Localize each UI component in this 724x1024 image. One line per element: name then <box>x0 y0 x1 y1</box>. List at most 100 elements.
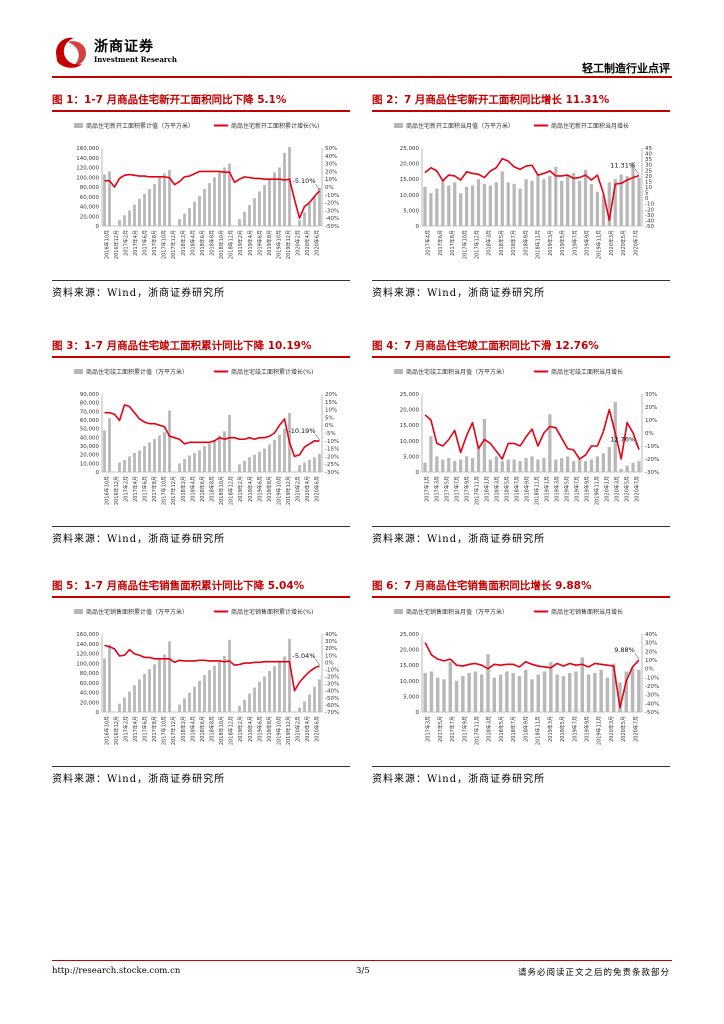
annotation-label: -10.19% <box>288 427 315 435</box>
right-tick-label: 0% <box>645 431 654 437</box>
bar <box>283 428 286 472</box>
x-tick-label: 2018年7月 <box>514 476 521 502</box>
logo-icon <box>56 37 86 68</box>
bar <box>188 455 191 472</box>
x-tick-label: 2017年12月 <box>474 230 481 259</box>
bar <box>153 184 156 226</box>
bar <box>512 459 516 472</box>
left-tick-label: 0 <box>416 710 420 716</box>
x-tick-label: 2016年12月 <box>113 476 120 505</box>
right-tick-label: -40% <box>325 689 339 695</box>
bar <box>183 213 186 226</box>
bar <box>482 418 487 472</box>
bar <box>238 219 241 226</box>
x-tick-label: 2020年4月 <box>304 230 311 256</box>
bar <box>283 152 286 226</box>
bar <box>607 182 611 226</box>
right-tick-label: 10% <box>645 658 657 664</box>
x-tick-label: 2017年1月 <box>424 476 431 502</box>
figure-source: 资料来源：Wind，浙商证券研究所 <box>52 288 226 299</box>
right-tick-label: -20% <box>325 454 339 460</box>
x-tick-label: 2018年7月 <box>510 716 517 742</box>
figure-title: 图 6：7 月商品住宅销售面积同比增长 9.88% <box>372 580 592 592</box>
bar <box>123 215 126 226</box>
left-tick-label: 15,000 <box>400 177 420 183</box>
bar <box>518 461 522 472</box>
x-tick-label: 2018年9月 <box>522 716 529 742</box>
bar-series <box>423 162 641 226</box>
right-tick-label: 0% <box>325 660 334 666</box>
bar <box>118 220 121 226</box>
bar <box>238 464 241 472</box>
bar <box>128 456 131 472</box>
bar <box>153 664 156 712</box>
right-tick-label: 10 <box>645 185 652 191</box>
bar <box>511 673 515 712</box>
bar <box>506 182 510 226</box>
right-tick-label: 20% <box>645 649 657 655</box>
left-tick-label: 15,000 <box>400 423 420 429</box>
x-tick-label: 2019年9月 <box>584 476 591 502</box>
figure-title-rule <box>372 356 670 358</box>
bar <box>283 656 286 712</box>
annotation-label: 9.88% <box>614 646 635 654</box>
bar <box>625 465 629 472</box>
bar <box>143 673 146 712</box>
x-tick-label: 2020年2月 <box>295 230 302 256</box>
chart-legend: 商品住宅新开工面积累计值（万平方米） 商品住宅新开工面积累计增长(%) <box>74 122 319 130</box>
right-tick-label: 0% <box>325 185 334 191</box>
bar <box>303 701 306 712</box>
bar <box>138 679 141 712</box>
right-tick-label: -30% <box>325 682 339 688</box>
right-tick-label: -10% <box>645 444 659 450</box>
left-tick-label: 60,000 <box>80 418 100 424</box>
left-tick-label: 10,000 <box>400 193 420 199</box>
figure-source: 资料来源：Wind，浙商证券研究所 <box>52 774 226 785</box>
x-tick-label: 2019年11月 <box>596 716 603 745</box>
right-tick-label: -30% <box>645 693 659 699</box>
x-tick-label: 2019年5月 <box>559 716 566 742</box>
x-tick-label: 2019年9月 <box>584 716 591 742</box>
annotation-leader <box>315 183 320 191</box>
bar <box>118 462 121 472</box>
chart-legend: 商品住宅销售面积当月值（万平方米） 商品住宅销售面积当月增长 <box>394 608 623 616</box>
bar <box>624 671 629 712</box>
figure-title-rule <box>372 110 670 112</box>
x-tick-label: 2019年5月 <box>559 230 566 256</box>
x-tick-label: 2017年5月 <box>444 476 451 502</box>
bar <box>298 465 301 472</box>
bar <box>542 457 546 472</box>
left-tick-label: 20,000 <box>80 453 100 459</box>
x-tick-label: 2018年4月 <box>189 230 196 256</box>
right-tick-label: -20% <box>325 675 339 681</box>
right-tick-label: 30% <box>645 392 657 398</box>
bar <box>492 677 497 712</box>
bar <box>263 448 266 472</box>
legend-bar-label: 商品住宅新开工面积当月值（万平方米） <box>406 122 514 130</box>
bar <box>203 188 206 226</box>
legend-line-label: 商品住宅竣工面积累计增长(%) <box>231 368 313 376</box>
bar <box>470 457 475 472</box>
left-tick-label: 100,000 <box>76 661 99 667</box>
bar <box>313 195 316 226</box>
bar <box>530 679 534 712</box>
bar <box>601 453 605 472</box>
bar <box>138 450 141 472</box>
x-tick-label: 2019年2月 <box>237 716 244 742</box>
x-tick-label: 2016年10月 <box>103 716 110 745</box>
right-tick-label: -10% <box>325 439 339 445</box>
bar <box>258 191 261 226</box>
bar <box>163 432 166 472</box>
figure-chart: 商品住宅新开工面积当月值（万平方米） 商品住宅新开工面积当月增长 0 5,000 10,… <box>372 114 670 274</box>
bar <box>118 703 121 712</box>
bar <box>268 179 271 226</box>
left-tick-label: 10,000 <box>400 679 420 685</box>
bar <box>577 459 582 472</box>
bar <box>423 673 427 712</box>
right-tick-label: 0% <box>325 423 334 429</box>
bar <box>103 658 106 712</box>
right-tick-label: -50 <box>645 224 654 230</box>
bar <box>447 457 451 472</box>
footer-url[interactable]: http://research.stocke.com.cn <box>52 966 181 976</box>
right-tick-label: -30 <box>645 213 654 219</box>
